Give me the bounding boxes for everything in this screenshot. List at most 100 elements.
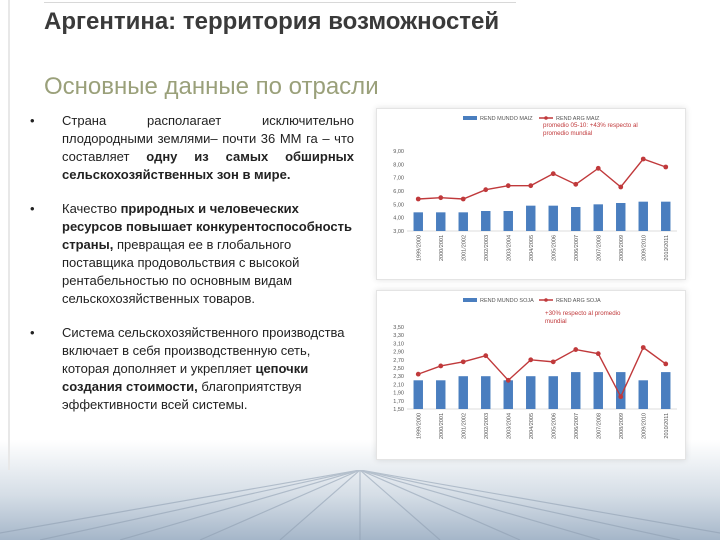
x-tick-label: 2002/2003 (484, 413, 490, 439)
chart-line-point (595, 165, 601, 171)
y-tick-label: 2,30 (393, 374, 404, 380)
x-tick-label: 2002/2003 (484, 235, 490, 261)
x-tick-label: 2005/2006 (551, 413, 557, 439)
left-rule (8, 0, 10, 470)
chart-bar (548, 376, 558, 409)
chart-bar (436, 380, 446, 409)
chart-series-line (418, 346, 667, 399)
chart-line-point (618, 394, 624, 400)
legend-swatch-bars (463, 298, 477, 302)
chart-line-point (550, 359, 556, 365)
field-furrows-decoration (0, 470, 720, 540)
chart-line-point (663, 361, 669, 367)
chart-line-point (415, 371, 421, 377)
maize-yield-chart-svg: REND MUNDO MAIZ REND ARG MAIZ 3,00 4,00 5,00… (393, 116, 677, 261)
chart-line-point (415, 196, 421, 202)
chart-bar (458, 212, 468, 231)
chart-bar (548, 205, 558, 231)
bullet-list: • Страна располагает исключительно плодо… (28, 112, 354, 430)
y-tick-label: 3,50 (393, 325, 404, 331)
y-tick-label: 3,30 (393, 333, 404, 339)
chart-bar (526, 205, 536, 231)
chart-line-point (483, 187, 489, 193)
legend-label: REND MUNDO MAIZ (480, 116, 533, 122)
bullet-text-bold: одну из самых обширных сельскохозяйствен… (62, 149, 354, 182)
y-tick-label: 4,00 (393, 216, 404, 222)
chart-bar (638, 201, 648, 231)
legend-swatch-marker (544, 116, 548, 120)
chart-bar (413, 212, 423, 231)
legend-label: REND MUNDO SOJA (480, 298, 534, 304)
x-tick-label: 2000/2001 (439, 413, 445, 439)
x-tick-label: 2008/2009 (619, 235, 625, 261)
bullet-item: • Система сельскохозяйственного производ… (28, 324, 354, 414)
maize-yield-chart: REND MUNDO MAIZ REND ARG MAIZ 3,00 4,00 5,00… (376, 108, 686, 280)
x-tick-label: 2001/2002 (461, 235, 467, 261)
bullet-dot-icon: • (30, 201, 35, 216)
x-tick-label: 1999/2000 (416, 413, 422, 439)
bullet-text-bold: природных и человеческих ресурсов повыша… (62, 201, 352, 252)
bullet-text: Страна располагает исключительно плодоро… (62, 112, 354, 184)
y-tick-label: 3,10 (393, 341, 404, 347)
y-tick-label: 8,00 (393, 162, 404, 168)
bullet-dot-icon: • (30, 325, 35, 340)
legend-label: REND ARG SOJA (556, 298, 601, 304)
chart-bar (661, 201, 671, 231)
chart-line-point (528, 357, 534, 363)
x-tick-label: 2007/2008 (596, 235, 602, 261)
x-tick-label: 2004/2005 (529, 235, 535, 261)
chart-series-line (418, 158, 666, 200)
y-tick-label: 2,10 (393, 382, 404, 388)
chart-annotation-line: +30% respecto al promedio (545, 310, 621, 317)
x-tick-label: 2000/2001 (439, 235, 445, 261)
legend-swatch-bars (463, 116, 477, 120)
bullet-text-bold: цепочки создания стоимости, (62, 361, 309, 394)
y-tick-label: 2,50 (393, 366, 404, 372)
bullet-text: Система сельскохозяйственного производст… (62, 324, 354, 414)
y-tick-label: 7,00 (393, 176, 404, 182)
bullet-text-segment: Система сельскохозяйственного производст… (62, 325, 345, 376)
chart-bar (481, 211, 491, 231)
y-tick-label: 1,90 (393, 391, 404, 397)
chart-bar (413, 380, 423, 409)
chart-line-point (573, 181, 579, 187)
chart-bar (571, 207, 581, 231)
y-tick-label: 9,00 (393, 149, 404, 155)
y-tick-label: 5,00 (393, 202, 404, 208)
legend-label: REND ARG MAIZ (556, 116, 600, 122)
x-tick-label: 2010/2011 (664, 413, 670, 439)
chart-bar (593, 204, 603, 231)
chart-line-point (505, 183, 511, 189)
chart-bar (616, 203, 626, 231)
chart-bar (571, 372, 581, 409)
top-divider (44, 2, 516, 3)
chart-line-point (663, 164, 669, 170)
x-tick-label: 2003/2004 (506, 235, 512, 261)
soy-yield-chart-svg: REND MUNDO SOJA REND ARG SOJA 1,50 1,70 1,90… (393, 298, 677, 439)
chart-line-point (483, 353, 489, 359)
chart-line-point (438, 363, 444, 369)
x-tick-label: 2006/2007 (574, 413, 580, 439)
soy-yield-chart: REND MUNDO SOJA REND ARG SOJA 1,50 1,70 1,90… (376, 290, 686, 460)
chart-line-point (528, 183, 534, 189)
bullet-text-segment: Качество (62, 201, 121, 216)
bullet-dot-icon: • (30, 113, 35, 128)
legend-swatch-marker (544, 298, 548, 302)
y-tick-label: 3,00 (393, 229, 404, 235)
chart-bar (616, 372, 626, 409)
chart-annotation-line: mundial (545, 318, 567, 325)
chart-annotation: promedio 05-10: +43% respecto al promedio… (543, 122, 638, 137)
x-tick-label: 1999/2000 (416, 235, 422, 261)
bullet-item: • Страна располагает исключительно плодо… (28, 112, 354, 184)
chart-bar (503, 380, 513, 409)
chart-bar (638, 380, 648, 409)
chart-annotation-line: promedio mundial (543, 130, 592, 137)
chart-annotation: +30% respecto al promedio mundial (545, 310, 621, 325)
x-tick-label: 2009/2010 (641, 235, 647, 261)
slide-subtitle: Основные данные по отрасли (44, 73, 379, 100)
chart-bar (481, 376, 491, 409)
x-tick-label: 2004/2005 (529, 413, 535, 439)
slide-title: Аргентина: территория возможностей (44, 8, 500, 35)
x-tick-label: 2005/2006 (551, 235, 557, 261)
x-tick-label: 2006/2007 (574, 235, 580, 261)
